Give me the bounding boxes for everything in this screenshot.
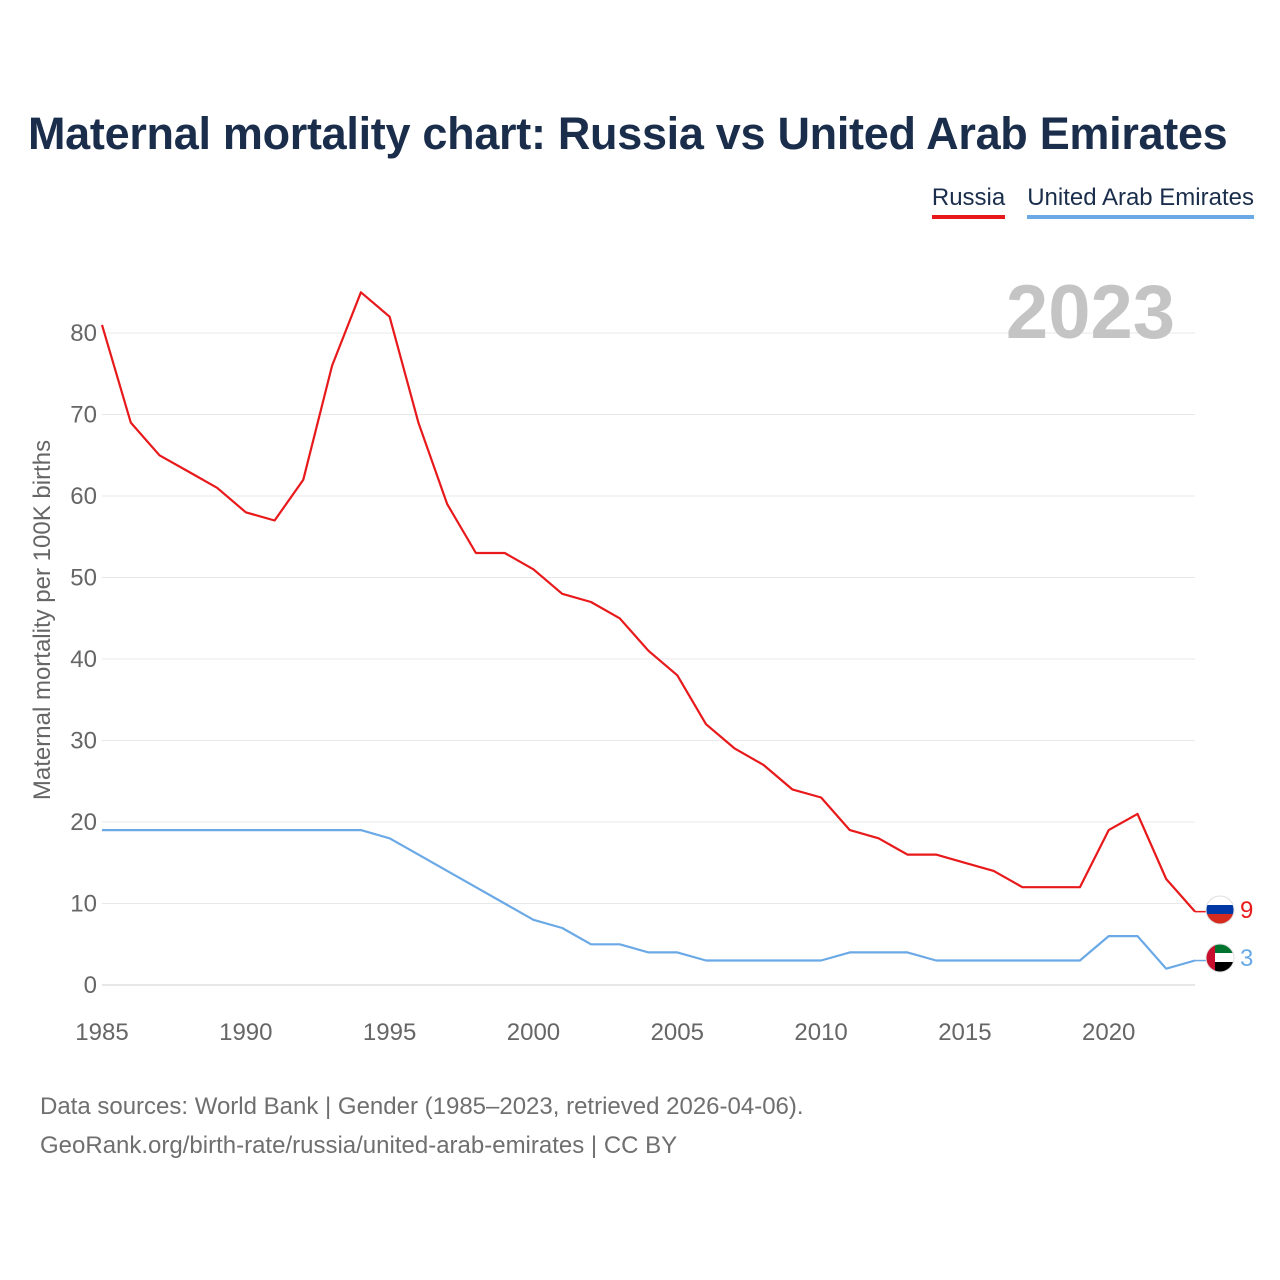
x-tick-label: 2015 <box>938 1019 991 1046</box>
y-tick-label: 80 <box>70 320 97 347</box>
y-tick-label: 0 <box>84 972 97 999</box>
uae-end-label: 3 <box>1240 945 1253 972</box>
russia-end-label: 9 <box>1240 897 1253 924</box>
series-line-uae <box>102 828 1196 970</box>
uae-flag-icon <box>1206 944 1234 972</box>
x-tick-label: 1990 <box>219 1019 272 1046</box>
legend-item-russia[interactable]: Russia <box>931 184 1006 219</box>
year-watermark: 2023 <box>1006 270 1175 355</box>
series-line-russia <box>100 291 1196 913</box>
source-note: Data sources: World Bank | Gender (1985–… <box>40 1087 804 1165</box>
chart-title: Maternal mortality chart: Russia vs Unit… <box>28 108 1228 159</box>
y-axis-ticks: 0 10 20 30 40 50 60 70 80 <box>70 320 97 999</box>
series-lines <box>100 291 1206 970</box>
x-tick-label: 1995 <box>363 1019 416 1046</box>
russia-flag-icon <box>1206 896 1234 924</box>
y-tick-label: 70 <box>70 402 97 429</box>
y-tick-label: 40 <box>70 646 97 673</box>
x-tick-label: 2020 <box>1082 1019 1135 1046</box>
source-line-1: Data sources: World Bank | Gender (1985–… <box>40 1093 804 1120</box>
line-chart: 2023 0 10 20 30 40 50 60 70 80 1985 1990 1995 2000 2… <box>29 270 1253 1046</box>
y-tick-label: 20 <box>70 809 97 836</box>
x-tick-label: 2005 <box>651 1019 704 1046</box>
legend-item-uae[interactable]: United Arab Emirates <box>1027 184 1254 219</box>
x-tick-label: 2010 <box>794 1019 847 1046</box>
x-tick-label: 1985 <box>75 1019 128 1046</box>
x-tick-label: 2000 <box>507 1019 560 1046</box>
source-line-2[interactable]: GeoRank.org/birth-rate/russia/united-ara… <box>40 1132 678 1159</box>
y-tick-label: 50 <box>70 565 97 592</box>
y-axis-label: Maternal mortality per 100K births <box>29 440 56 800</box>
y-tick-label: 10 <box>70 891 97 918</box>
legend: Russia United Arab Emirates <box>931 184 1254 219</box>
y-tick-label: 30 <box>70 728 97 755</box>
y-tick-label: 60 <box>70 483 97 510</box>
gridlines <box>102 332 1195 986</box>
x-axis-ticks: 1985 1990 1995 2000 2005 2010 2015 2020 <box>75 1019 1135 1046</box>
